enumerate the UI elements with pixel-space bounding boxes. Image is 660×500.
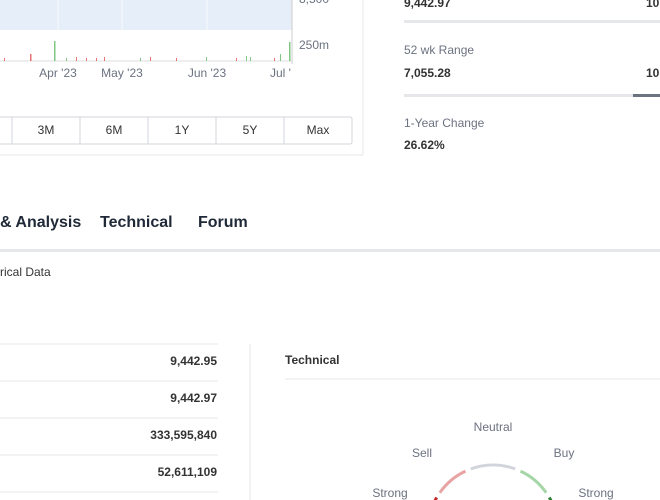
- stats: 9,442.97 10 52 wk Range 7,055.28 10 1-Ye…: [404, 0, 660, 152]
- subheading[interactable]: rical Data: [0, 265, 51, 279]
- range-bar: [404, 20, 660, 23]
- range-button[interactable]: 1Y: [175, 123, 190, 137]
- gauge-arc: [433, 496, 439, 500]
- price-chart: 8,500 250m Apr '23 May '23 Jun '23 Jul ': [0, 0, 364, 156]
- table-value: 9,442.95: [170, 354, 217, 368]
- price-area: [0, 0, 292, 30]
- tab[interactable]: & Analysis: [0, 214, 81, 231]
- gauge-arc: [519, 469, 548, 494]
- tab[interactable]: Forum: [198, 214, 248, 231]
- x-axis-label: Apr '23: [39, 66, 77, 80]
- range-button[interactable]: 6M: [106, 123, 123, 137]
- range-button[interactable]: Max: [307, 123, 330, 137]
- table-value: 52,611,109: [158, 465, 218, 479]
- section-title: Technical: [285, 353, 339, 367]
- volume-bars: [4, 54, 275, 61]
- gauge-arc: [547, 496, 553, 500]
- gauge-arc: [470, 463, 516, 471]
- range-button[interactable]: 3M: [38, 123, 55, 137]
- table-value: 9,442.97: [170, 391, 217, 405]
- gauge-label: Buy: [554, 446, 575, 460]
- tab-underline: [0, 249, 660, 252]
- range-bar: [404, 94, 660, 97]
- range-position: [633, 94, 660, 97]
- stat-high: 10: [646, 0, 660, 10]
- stat-label: 52 wk Range: [404, 43, 474, 57]
- tab[interactable]: Technical: [100, 214, 173, 231]
- table: 9,442.95 9,442.97 333,595,840 52,611,109: [0, 343, 218, 493]
- stat-high: 10: [646, 66, 660, 80]
- stat-value: 7,055.28: [404, 66, 451, 80]
- range-button[interactable]: 5Y: [243, 123, 258, 137]
- stat-label: 1-Year Change: [404, 116, 485, 130]
- gauge-label: Neutral: [474, 420, 513, 434]
- x-axis-label: Jul ': [270, 66, 291, 80]
- gauge: [433, 463, 553, 500]
- y-axis-label: 8,500: [299, 0, 329, 6]
- x-axis-label: May '23: [101, 66, 143, 80]
- stat-value: 9,442.97: [404, 0, 451, 10]
- gauge-label: Strong: [578, 486, 613, 500]
- table-value: 333,595,840: [150, 428, 217, 442]
- gauge-label: Strong: [372, 486, 407, 500]
- stat-value: 26.62%: [404, 138, 445, 152]
- y-axis-label: 250m: [299, 38, 329, 52]
- x-axis-label: Jun '23: [188, 66, 227, 80]
- range-buttons: 3M 6M 1Y 5Y Max: [0, 116, 353, 145]
- volume-bars: [54, 41, 291, 61]
- gauge-label: Sell: [412, 446, 432, 460]
- gauge-arc: [438, 469, 467, 494]
